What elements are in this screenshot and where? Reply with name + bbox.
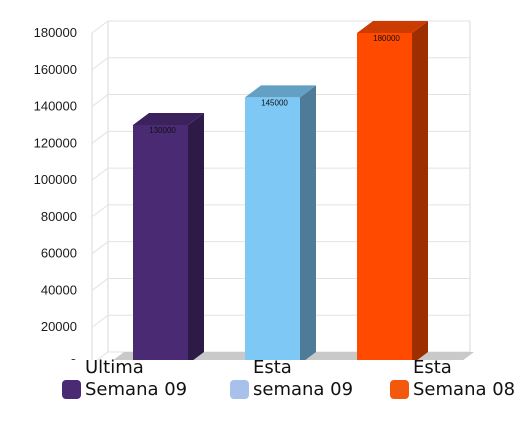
bar-side-0 bbox=[188, 112, 204, 360]
y-tick-label: 60000 bbox=[41, 246, 77, 261]
data-label-2: 180000 bbox=[373, 34, 400, 43]
y-tick-label: 140000 bbox=[34, 99, 77, 114]
y-tick-label: 40000 bbox=[41, 282, 77, 297]
legend-item-ultima-semana-09: Ultima Semana 09 bbox=[62, 357, 187, 401]
legend-swatch-esta-semana-09 bbox=[230, 380, 249, 399]
y-tick-label: 20000 bbox=[41, 319, 77, 334]
legend-item-esta-semana-08: Esta Semana 08 bbox=[390, 357, 515, 401]
bar-1 bbox=[245, 97, 300, 360]
bar-top-1 bbox=[245, 85, 316, 98]
bar-top-2 bbox=[357, 21, 428, 33]
y-tick-label: 80000 bbox=[41, 209, 77, 224]
gridline-side bbox=[91, 241, 109, 255]
legend-label-esta-semana-09: Esta semana 09 bbox=[253, 357, 354, 400]
y-tick-label: 160000 bbox=[34, 62, 77, 77]
gridline-side bbox=[91, 57, 109, 71]
y-tick-label: 120000 bbox=[34, 135, 77, 150]
y-tick-label: 100000 bbox=[34, 172, 77, 187]
data-label-1: 145000 bbox=[261, 98, 288, 107]
legend-label-ultima-semana-09: Ultima Semana 09 bbox=[85, 357, 188, 400]
gridline-side bbox=[91, 204, 109, 218]
bar-side-2 bbox=[412, 21, 428, 360]
y-tick-label: 0 bbox=[70, 356, 77, 360]
data-label-0: 130000 bbox=[149, 126, 176, 135]
gridline-side bbox=[91, 278, 109, 291]
gridline-side bbox=[91, 314, 109, 328]
legend-swatch-ultima-semana-09 bbox=[62, 380, 81, 399]
y-axis: 0 20000 40000 60000 80000 100000 120000 140000 1… bbox=[34, 25, 77, 360]
data-labels: 130000 145000 180000 bbox=[149, 34, 400, 135]
y-tick-label: 180000 bbox=[34, 25, 77, 40]
bar-top-0 bbox=[133, 112, 204, 125]
bar-2 bbox=[357, 33, 412, 360]
legend-label-esta-semana-08: Esta Semana 08 bbox=[413, 357, 516, 400]
gridline-side bbox=[96, 351, 109, 360]
legend-item-esta-semana-09: Esta semana 09 bbox=[230, 357, 353, 401]
legend-swatch-esta-semana-08 bbox=[390, 380, 409, 399]
gridline-side bbox=[91, 167, 109, 181]
bar-0 bbox=[133, 124, 188, 360]
gridline-side bbox=[91, 94, 109, 107]
bars bbox=[133, 21, 428, 360]
bar-chart: 0 20000 40000 60000 80000 100000 120000 140000 1… bbox=[34, 20, 474, 360]
bar-side-1 bbox=[300, 85, 316, 360]
gridline-side bbox=[91, 20, 109, 34]
legend: Ultima Semana 09 Esta semana 09 Esta Sem… bbox=[0, 357, 531, 432]
gridline-side bbox=[91, 130, 109, 144]
